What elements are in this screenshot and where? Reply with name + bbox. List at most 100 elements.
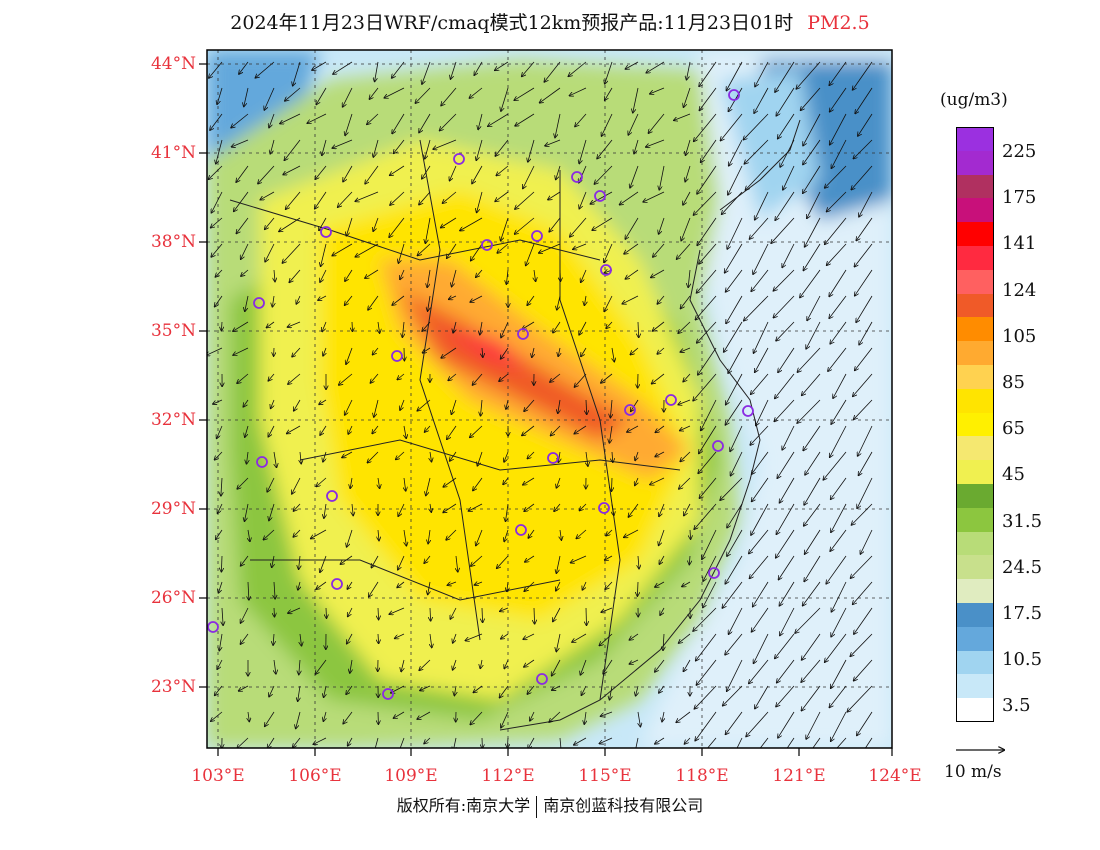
wind-vector — [797, 347, 821, 372]
wind-vector — [294, 503, 301, 511]
wind-vector — [274, 607, 275, 617]
wind-vector — [751, 373, 769, 394]
wind-vector — [635, 477, 638, 485]
wind-vector — [771, 217, 795, 243]
wind-vector — [612, 347, 614, 362]
wind-vector — [812, 737, 821, 748]
wind-vector — [447, 425, 457, 439]
wind-vector — [695, 711, 717, 741]
wind-vector — [857, 711, 873, 735]
wind-vector — [207, 347, 223, 355]
wind-vector — [232, 139, 249, 147]
wind-vector — [698, 451, 717, 473]
wind-vector — [727, 217, 743, 249]
wind-vector — [624, 529, 639, 537]
wind-vector — [477, 191, 483, 213]
wind-vector — [323, 451, 326, 462]
wind-vector — [851, 165, 873, 190]
wind-vector — [696, 633, 717, 661]
wind-vector — [318, 295, 327, 300]
wind-vector — [268, 373, 275, 381]
wind-vector — [419, 659, 431, 670]
wind-vector — [574, 425, 587, 434]
wind-vector — [440, 113, 457, 131]
wind-vector — [415, 87, 431, 103]
wind-vector — [392, 61, 405, 78]
station-marker — [712, 440, 724, 452]
wind-vector — [586, 399, 587, 414]
wind-vector — [231, 113, 249, 128]
wind-vector — [630, 347, 639, 355]
wind-vector — [610, 399, 612, 418]
wind-vector — [779, 581, 795, 606]
colorbar-label: 141 — [1002, 233, 1037, 255]
wind-vector — [507, 737, 508, 748]
wind-vector — [635, 737, 639, 748]
wind-vector — [316, 581, 327, 589]
wind-vector — [803, 243, 821, 270]
wind-vector — [395, 633, 405, 638]
wind-vector — [471, 243, 483, 261]
wind-vector — [580, 503, 587, 511]
wind-vector — [500, 685, 509, 698]
wind-vector — [532, 347, 534, 357]
wind-vector — [339, 373, 353, 385]
wind-vector — [628, 503, 639, 517]
colorbar-swatch — [956, 222, 994, 247]
wind-vector — [402, 321, 404, 337]
colorbar-swatch — [956, 198, 994, 223]
wind-vector — [559, 737, 562, 748]
colorbar-swatch — [956, 436, 994, 461]
wind-vector — [829, 685, 847, 707]
wind-vector — [270, 139, 275, 154]
station-marker — [515, 524, 527, 536]
wind-vector — [622, 295, 639, 304]
colorbar-swatch — [956, 246, 994, 271]
wind-vector — [556, 555, 561, 573]
wind-vector — [245, 295, 249, 311]
wind-vector — [650, 87, 665, 94]
wind-vector — [584, 295, 586, 305]
wind-vector — [825, 217, 847, 244]
wind-vector — [659, 555, 665, 564]
station-marker — [320, 226, 332, 238]
wind-vector — [268, 425, 275, 437]
wind-vector — [248, 529, 250, 541]
wind-vector — [776, 529, 795, 558]
lon-label-109: 109°E — [384, 766, 438, 786]
wind-vector — [701, 399, 717, 430]
wind-vector — [659, 165, 665, 190]
wind-vector — [679, 633, 691, 643]
wind-vector — [274, 451, 277, 467]
wind-vector — [685, 737, 691, 744]
wind-vector — [378, 529, 379, 541]
wind-vector — [527, 685, 535, 694]
wind-vector — [586, 607, 587, 625]
wind-vector — [780, 607, 795, 636]
wind-vector — [425, 425, 431, 432]
wind-vector — [545, 139, 561, 146]
wind-vector — [579, 321, 587, 335]
wind-vector — [637, 581, 638, 596]
wind-vector — [605, 581, 613, 589]
station-marker — [382, 688, 394, 700]
wind-vector — [430, 451, 432, 462]
wind-vector — [384, 87, 405, 98]
copyright-footer: 版权所有:南京大学 南京创蓝科技有限公司 — [0, 792, 1100, 818]
wind-vector — [689, 555, 690, 565]
wind-vector — [298, 581, 300, 590]
wind-vector — [236, 217, 249, 233]
wind-vector — [450, 451, 457, 461]
wind-vector — [646, 139, 665, 147]
wind-vector — [544, 61, 561, 82]
station-marker — [571, 171, 583, 183]
wind-vector — [681, 217, 691, 241]
wind-vector — [643, 191, 665, 202]
wind-vector — [551, 425, 561, 436]
wind-vector — [580, 659, 587, 675]
wind-vector — [221, 477, 222, 496]
wind-vector — [853, 373, 873, 396]
wind-vector — [636, 685, 638, 696]
wind-vector — [836, 737, 847, 748]
wind-vector — [392, 295, 405, 305]
